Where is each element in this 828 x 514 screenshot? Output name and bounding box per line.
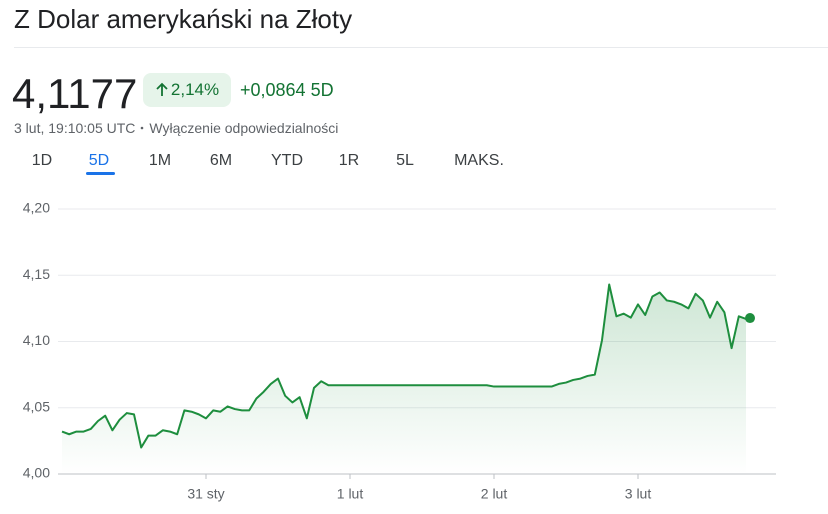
last-point — [745, 313, 755, 324]
period: 5D — [310, 80, 334, 100]
timestamp: 3 lut, 19:10:05 UTC — [14, 120, 136, 136]
separator-dot — [141, 126, 144, 130]
range-tab[interactable]: 1M — [148, 152, 172, 169]
disclaimer[interactable]: Wyłączenie odpowiedzialności — [149, 120, 339, 136]
price: 4,1177 — [12, 70, 138, 117]
change: +0,0864 5D — [240, 80, 334, 101]
price-line — [61, 283, 747, 449]
change-value: +0,0864 — [240, 80, 306, 100]
range-tab[interactable]: 6M — [209, 152, 233, 169]
tab-underline — [86, 172, 115, 175]
y-tick-label: 4,00 — [23, 465, 50, 481]
y-tick-label: 4,05 — [23, 398, 50, 414]
change-badge: 2,14% — [143, 73, 231, 107]
area — [62, 284, 746, 474]
subtitle: 3 lut, 19:10:05 UTC Wyłączenie odpowiedz… — [14, 120, 338, 136]
y-tick-label: 4,10 — [23, 332, 50, 348]
range-tab[interactable]: YTD — [271, 152, 303, 169]
x-tick-label: 3 lut — [625, 486, 652, 502]
y-tick-label: 4,20 — [23, 200, 50, 216]
x-tick-label: 31 sty — [187, 486, 224, 502]
range-tab[interactable]: 1R — [338, 152, 360, 169]
x-tick-label: 1 lut — [337, 486, 364, 502]
title: Z Dolar amerykański na Złoty — [14, 4, 353, 34]
up-arrow — [156, 82, 168, 96]
change-percent: 2,14% — [170, 80, 220, 99]
divider — [14, 47, 828, 48]
y-tick-label: 4,15 — [23, 266, 50, 282]
range-tab[interactable]: 5D — [88, 152, 110, 169]
range-tab[interactable]: 5L — [396, 152, 414, 169]
x-tick-label: 2 lut — [481, 486, 508, 502]
range-tab[interactable]: 1D — [31, 152, 53, 169]
range-tab[interactable]: MAKS. — [454, 152, 504, 169]
